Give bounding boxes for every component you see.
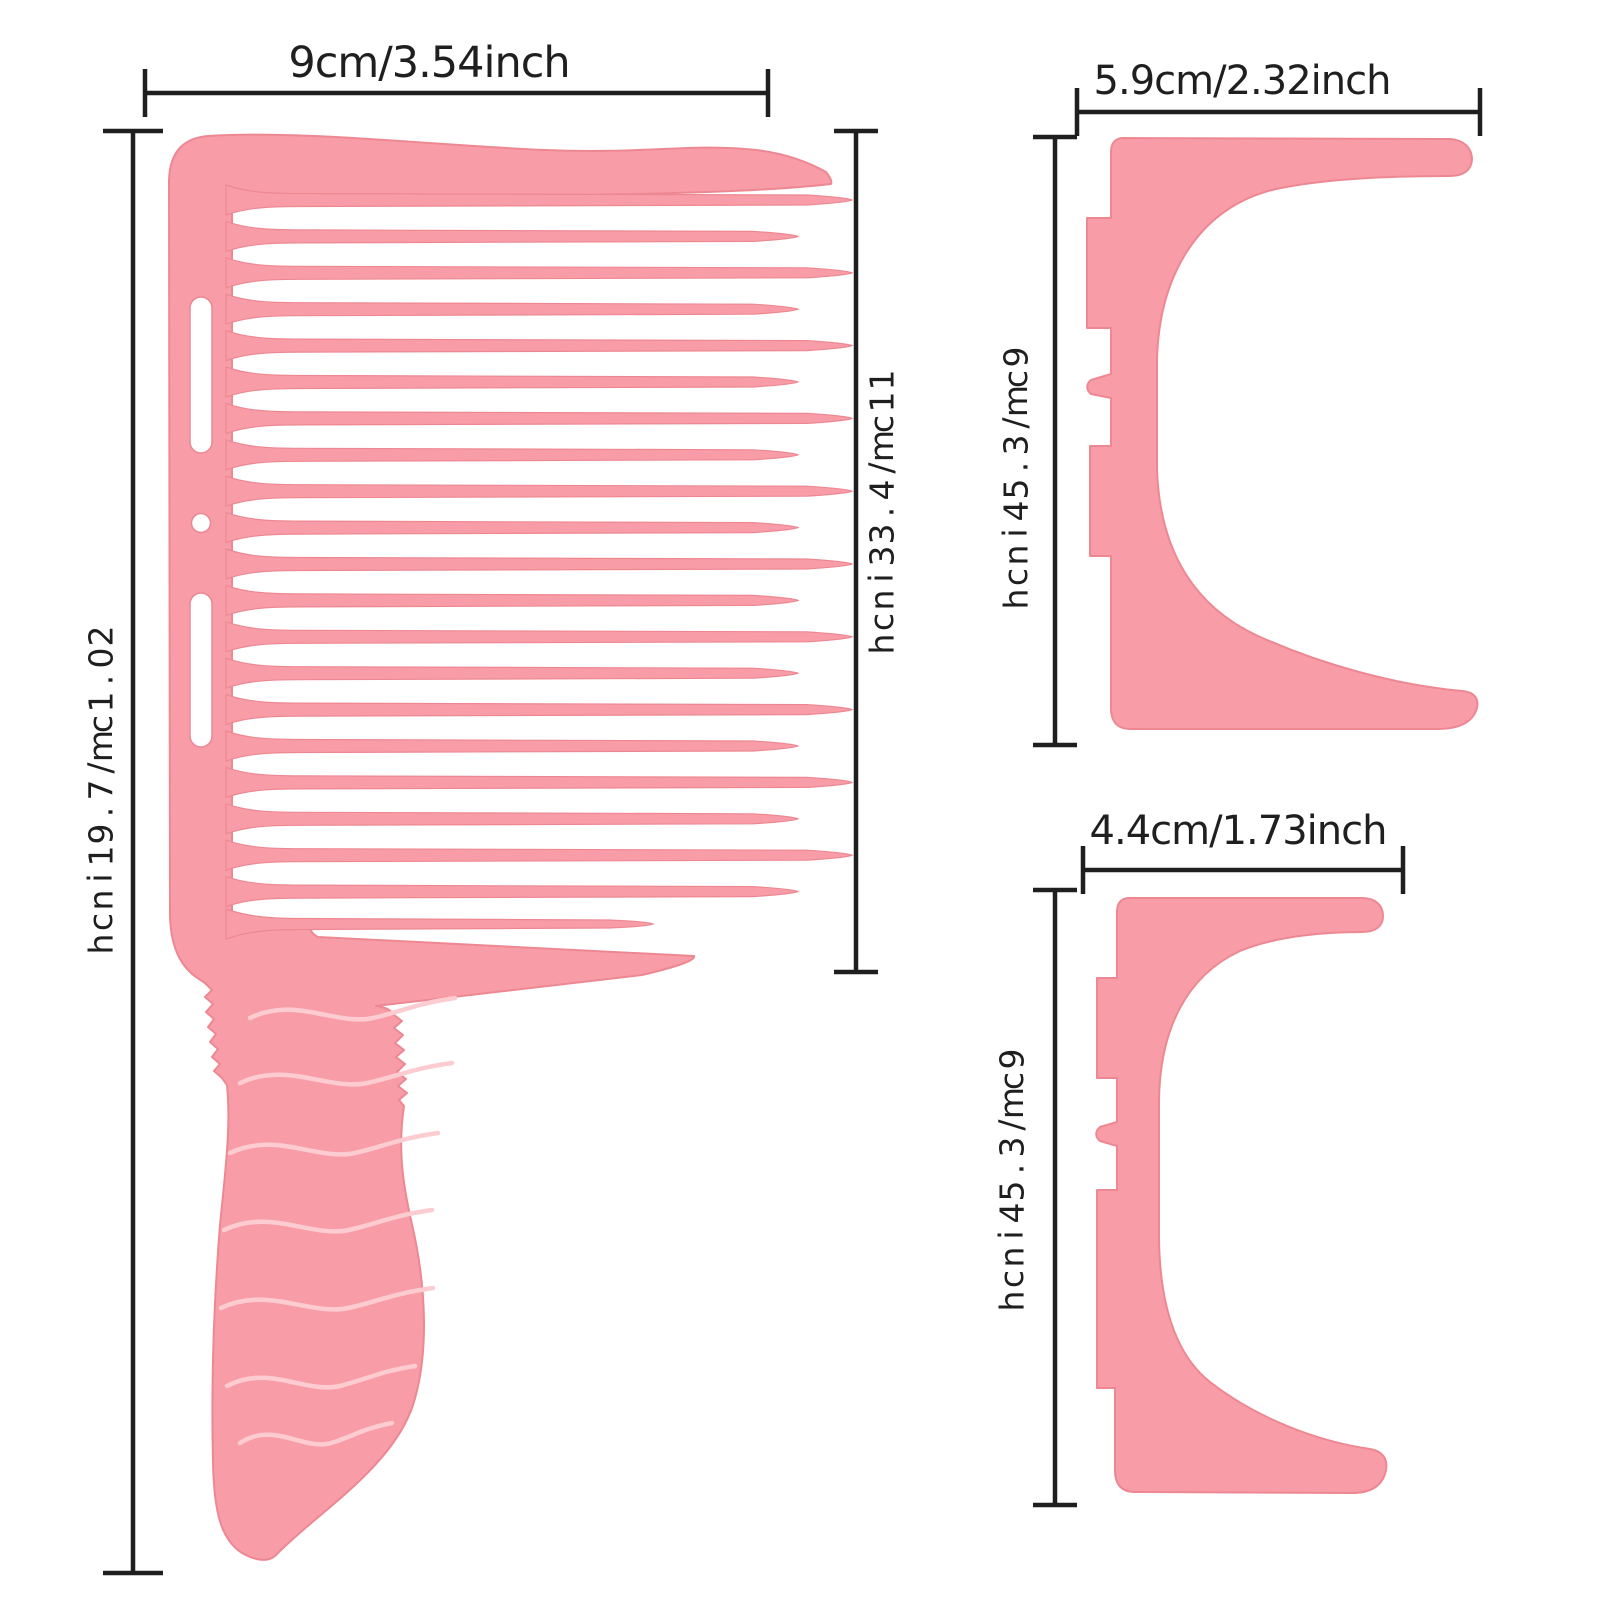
comb-teeth: [225, 184, 854, 940]
comb-spine-cutouts: [189, 296, 213, 748]
dim-label-comb-width: 9cm/3.54inch: [288, 38, 570, 88]
clip-large-illustration: [1086, 137, 1479, 730]
handle-grip-ridges: [218, 995, 458, 1447]
dim-label-clip-small-height: 9 c m/3. 5 4 i n c h: [991, 1048, 1031, 1312]
dim-label-comb-head-height: 1 1 c m/4. 3 3 i n c h: [861, 369, 901, 655]
clip-small-illustration: [1095, 897, 1388, 1494]
comb-illustration: [168, 133, 833, 1561]
dim-label-comb-total-height: 2 0. 1 c m/7. 9 1 i n c h: [80, 625, 120, 955]
dim-label-clip-large-width: 5.9cm/2.32inch: [1093, 58, 1392, 104]
dim-label-clip-small-width: 4.4cm/1.73inch: [1089, 808, 1388, 854]
dim-label-clip-large-height: 9 c m/3. 5 4 i n c h: [995, 346, 1035, 610]
dimension-lines: [103, 69, 1483, 1576]
